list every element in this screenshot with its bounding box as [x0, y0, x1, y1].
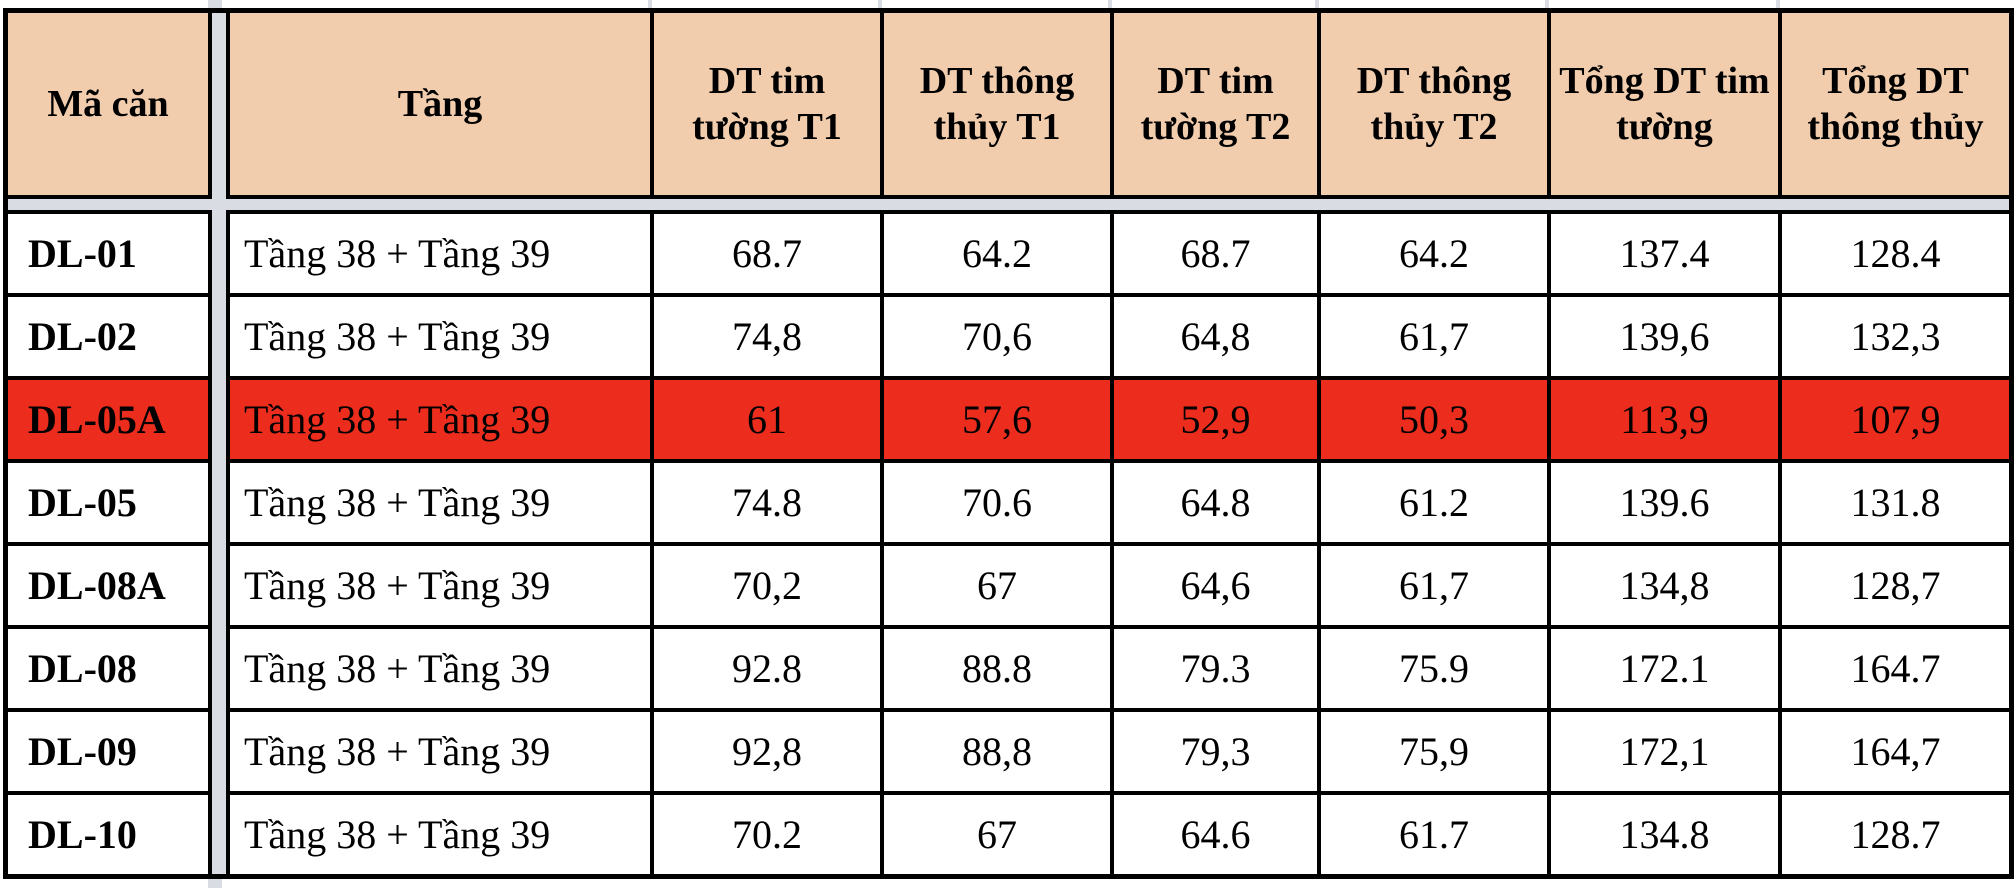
unit-code-cell[interactable]: DL-01 [8, 214, 208, 293]
value-cell[interactable]: 164.7 [1782, 629, 2009, 708]
value-cell[interactable]: 64.6 [1114, 795, 1317, 874]
hidden-column-strip [212, 13, 226, 874]
unit-code-cell[interactable]: DL-05A [8, 380, 208, 459]
floor-cell[interactable]: Tầng 38 + Tầng 39 [230, 463, 650, 542]
gridline-stub [648, 0, 652, 8]
value-cell[interactable]: 70,2 [654, 546, 880, 625]
value-cell[interactable]: 132,3 [1782, 297, 2009, 376]
header-tong-dt-thong-thuy[interactable]: Tổng DT thông thủy [1782, 13, 2009, 195]
value-cell[interactable]: 79.3 [1114, 629, 1317, 708]
value-cell[interactable]: 88.8 [884, 629, 1110, 708]
value-cell[interactable]: 67 [884, 546, 1110, 625]
header-dt-thong-thuy-t2[interactable]: DT thông thủy T2 [1321, 13, 1547, 195]
value-cell[interactable]: 70,6 [884, 297, 1110, 376]
floor-cell[interactable]: Tầng 38 + Tầng 39 [230, 546, 650, 625]
value-cell[interactable]: 128.7 [1782, 795, 2009, 874]
value-cell[interactable]: 131.8 [1782, 463, 2009, 542]
value-cell[interactable]: 107,9 [1782, 380, 2009, 459]
header-unit-code[interactable]: Mã căn [8, 13, 208, 195]
value-cell[interactable]: 52,9 [1114, 380, 1317, 459]
unit-code-cell[interactable]: DL-09 [8, 712, 208, 791]
header-floor[interactable]: Tầng [230, 13, 650, 195]
floor-cell[interactable]: Tầng 38 + Tầng 39 [230, 214, 650, 293]
value-cell[interactable]: 64.2 [884, 214, 1110, 293]
value-cell[interactable]: 68.7 [1114, 214, 1317, 293]
value-cell[interactable]: 134.8 [1551, 795, 1778, 874]
value-cell[interactable]: 61,7 [1321, 297, 1547, 376]
value-cell[interactable]: 67 [884, 795, 1110, 874]
unit-code-cell[interactable]: DL-05 [8, 463, 208, 542]
value-cell[interactable]: 92.8 [654, 629, 880, 708]
value-cell[interactable]: 64,6 [1114, 546, 1317, 625]
value-cell[interactable]: 137.4 [1551, 214, 1778, 293]
value-cell[interactable]: 92,8 [654, 712, 880, 791]
value-cell[interactable]: 172,1 [1551, 712, 1778, 791]
unit-code-cell[interactable]: DL-08 [8, 629, 208, 708]
gridline-stub [878, 0, 882, 8]
hidden-row-strip [8, 199, 2009, 210]
value-cell[interactable]: 88,8 [884, 712, 1110, 791]
value-cell[interactable]: 61,7 [1321, 546, 1547, 625]
gridline-stub [1545, 0, 1549, 8]
value-cell[interactable]: 64,8 [1114, 297, 1317, 376]
value-cell[interactable]: 70.2 [654, 795, 880, 874]
value-cell[interactable]: 64.8 [1114, 463, 1317, 542]
gridline-stub [1315, 0, 1319, 8]
value-cell[interactable]: 79,3 [1114, 712, 1317, 791]
value-cell[interactable]: 61 [654, 380, 880, 459]
header-tong-dt-tim-tuong[interactable]: Tổng DT tim tường [1551, 13, 1778, 195]
value-cell[interactable]: 75.9 [1321, 629, 1547, 708]
value-cell[interactable]: 128.4 [1782, 214, 2009, 293]
value-cell[interactable]: 164,7 [1782, 712, 2009, 791]
value-cell[interactable]: 113,9 [1551, 380, 1778, 459]
floor-cell[interactable]: Tầng 38 + Tầng 39 [230, 712, 650, 791]
value-cell[interactable]: 64.2 [1321, 214, 1547, 293]
value-cell[interactable]: 61.7 [1321, 795, 1547, 874]
value-cell[interactable]: 61.2 [1321, 463, 1547, 542]
unit-code-cell[interactable]: DL-10 [8, 795, 208, 874]
value-cell[interactable]: 74.8 [654, 463, 880, 542]
header-dt-tim-tuong-t1[interactable]: DT tim tường T1 [654, 13, 880, 195]
value-cell[interactable]: 57,6 [884, 380, 1110, 459]
unit-code-cell[interactable]: DL-08A [8, 546, 208, 625]
value-cell[interactable]: 70.6 [884, 463, 1110, 542]
floor-cell[interactable]: Tầng 38 + Tầng 39 [230, 297, 650, 376]
area-table: Mã căn Tầng DT tim tường T1 DT thông thủ… [3, 8, 2014, 879]
value-cell[interactable]: 74,8 [654, 297, 880, 376]
value-cell[interactable]: 172.1 [1551, 629, 1778, 708]
value-cell[interactable]: 139,6 [1551, 297, 1778, 376]
gridline-stub [208, 879, 222, 888]
value-cell[interactable]: 128,7 [1782, 546, 2009, 625]
top-gridline-strip [0, 0, 2016, 8]
floor-cell[interactable]: Tầng 38 + Tầng 39 [230, 629, 650, 708]
floor-cell[interactable]: Tầng 38 + Tầng 39 [230, 380, 650, 459]
value-cell[interactable]: 75,9 [1321, 712, 1547, 791]
floor-cell[interactable]: Tầng 38 + Tầng 39 [230, 795, 650, 874]
gridline-stub [208, 0, 222, 8]
gridline-stub [1108, 0, 1112, 8]
value-cell[interactable]: 139.6 [1551, 463, 1778, 542]
unit-code-cell[interactable]: DL-02 [8, 297, 208, 376]
header-dt-tim-tuong-t2[interactable]: DT tim tường T2 [1114, 13, 1317, 195]
gridline-stub [1776, 0, 1780, 8]
value-cell[interactable]: 68.7 [654, 214, 880, 293]
value-cell[interactable]: 134,8 [1551, 546, 1778, 625]
header-dt-thong-thuy-t1[interactable]: DT thông thủy T1 [884, 13, 1110, 195]
value-cell[interactable]: 50,3 [1321, 380, 1547, 459]
